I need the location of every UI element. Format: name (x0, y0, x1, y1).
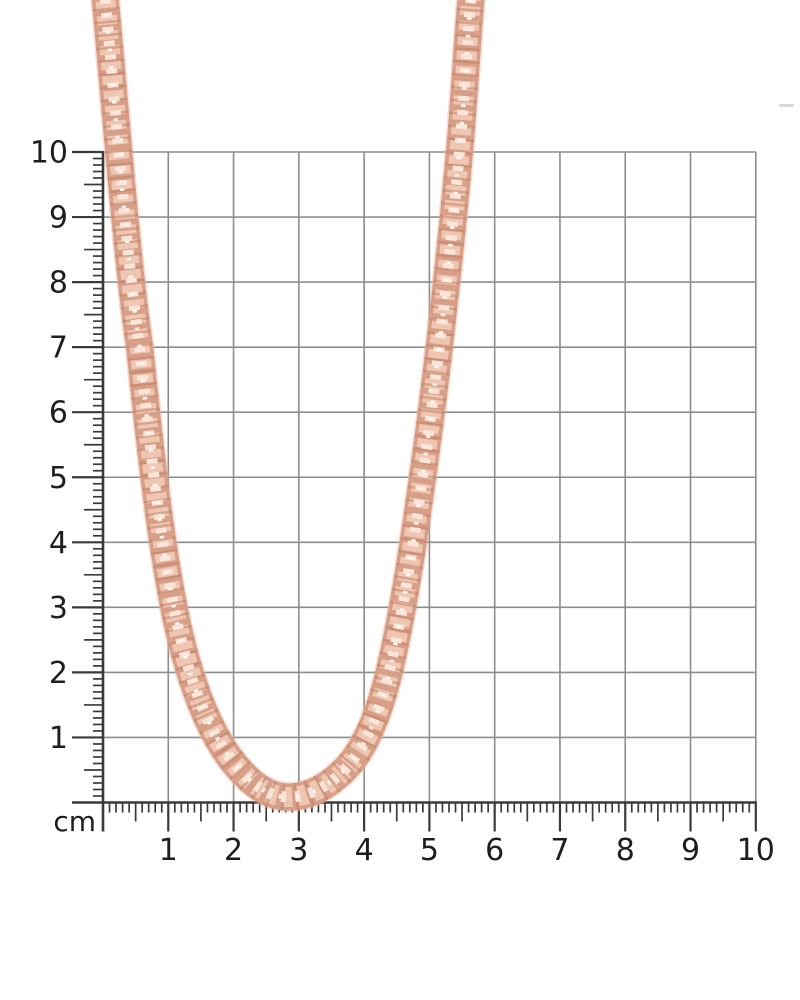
x-axis-label: 10 (737, 833, 775, 868)
x-axis-label: 6 (485, 833, 504, 868)
necklace-chain (90, 0, 486, 813)
x-axis-label: 9 (681, 833, 700, 868)
x-axis-label: 1 (159, 833, 178, 868)
rose-gold-rope-chain-soft-edge (90, 0, 486, 813)
rose-gold-rope-chain-sparkle (103, 0, 474, 800)
y-axis-label: 6 (49, 396, 68, 431)
stray-mark (779, 104, 794, 107)
y-axis-label: 3 (49, 591, 68, 626)
ruler-ticks (72, 150, 757, 832)
rose-gold-rope-chain-highlight (99, 0, 477, 803)
y-axis-label: 7 (49, 331, 68, 366)
y-axis-label: 5 (49, 461, 68, 496)
y-axis-label: 9 (49, 201, 68, 236)
y-axis-label: 10 (30, 136, 68, 171)
x-axis-label: 3 (289, 833, 308, 868)
x-axis-label: 8 (616, 833, 635, 868)
axis-labels: 1 2 3 4 5 6 7 8 9 10 1 2 3 4 5 6 7 8 9 10 (30, 136, 775, 869)
y-axis-label: 1 (49, 721, 68, 756)
unit-label: cm (53, 805, 96, 838)
x-axis-label: 5 (420, 833, 439, 868)
y-axis-label: 2 (49, 656, 68, 691)
x-axis-label: 4 (355, 833, 374, 868)
y-axis-label: 4 (49, 526, 68, 561)
y-axis-label: 8 (49, 266, 68, 301)
x-axis-label: 7 (550, 833, 569, 868)
x-axis-label: 2 (224, 833, 243, 868)
